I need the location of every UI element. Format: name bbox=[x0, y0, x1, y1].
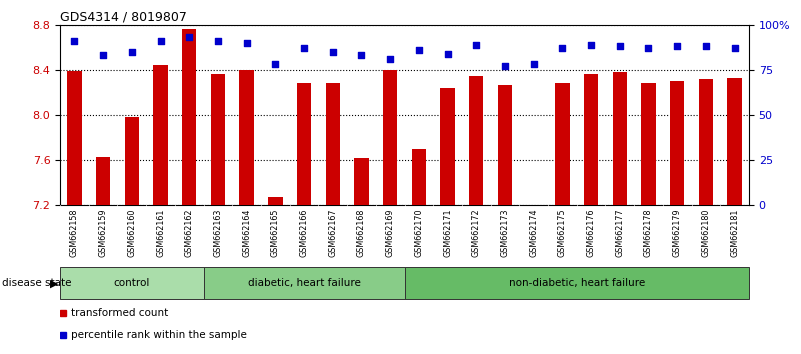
Text: GSM662162: GSM662162 bbox=[185, 209, 194, 257]
Text: ▶: ▶ bbox=[50, 278, 58, 288]
Bar bbox=[354, 158, 368, 205]
Text: GSM662174: GSM662174 bbox=[529, 209, 538, 257]
Point bbox=[355, 53, 368, 58]
Point bbox=[670, 44, 683, 49]
Point bbox=[614, 44, 626, 49]
Text: GSM662170: GSM662170 bbox=[414, 209, 424, 257]
Bar bbox=[698, 79, 713, 205]
Text: GSM662166: GSM662166 bbox=[300, 209, 308, 257]
Text: GSM662177: GSM662177 bbox=[615, 209, 624, 257]
Bar bbox=[153, 65, 167, 205]
Text: disease state: disease state bbox=[2, 278, 71, 288]
Bar bbox=[297, 84, 312, 205]
Point bbox=[384, 56, 396, 62]
Point bbox=[413, 47, 425, 53]
Point bbox=[126, 49, 139, 55]
Point bbox=[699, 44, 712, 49]
Text: non-diabetic, heart failure: non-diabetic, heart failure bbox=[509, 278, 645, 288]
Bar bbox=[497, 85, 512, 205]
Bar bbox=[325, 84, 340, 205]
Text: GSM662165: GSM662165 bbox=[271, 209, 280, 257]
Bar bbox=[67, 71, 82, 205]
Text: GSM662176: GSM662176 bbox=[586, 209, 596, 257]
Point bbox=[498, 63, 511, 69]
Text: transformed count: transformed count bbox=[71, 308, 169, 318]
Point bbox=[527, 62, 540, 67]
Point bbox=[642, 45, 655, 51]
Point bbox=[269, 62, 282, 67]
Text: GSM662179: GSM662179 bbox=[673, 209, 682, 257]
Bar bbox=[96, 157, 111, 205]
Text: GSM662158: GSM662158 bbox=[70, 209, 79, 257]
Text: GSM662164: GSM662164 bbox=[242, 209, 252, 257]
Point bbox=[326, 49, 339, 55]
Text: percentile rank within the sample: percentile rank within the sample bbox=[71, 330, 248, 341]
Bar bbox=[584, 74, 598, 205]
Point bbox=[211, 38, 224, 44]
Point bbox=[183, 35, 195, 40]
Bar bbox=[727, 78, 742, 205]
Bar bbox=[441, 88, 455, 205]
Point bbox=[97, 53, 110, 58]
Bar bbox=[383, 70, 397, 205]
Bar bbox=[412, 149, 426, 205]
Text: GSM662168: GSM662168 bbox=[357, 209, 366, 257]
Bar bbox=[182, 29, 196, 205]
Text: GSM662178: GSM662178 bbox=[644, 209, 653, 257]
Point bbox=[154, 38, 167, 44]
Text: GSM662159: GSM662159 bbox=[99, 209, 107, 257]
Point bbox=[298, 45, 311, 51]
Bar bbox=[405, 267, 749, 299]
Text: GSM662171: GSM662171 bbox=[443, 209, 452, 257]
Text: control: control bbox=[114, 278, 150, 288]
Bar bbox=[469, 75, 484, 205]
Text: GSM662180: GSM662180 bbox=[702, 209, 710, 257]
Text: GSM662172: GSM662172 bbox=[472, 209, 481, 257]
Bar bbox=[239, 70, 254, 205]
Text: GSM662160: GSM662160 bbox=[127, 209, 136, 257]
Bar bbox=[125, 117, 139, 205]
Bar bbox=[555, 84, 570, 205]
Point bbox=[556, 45, 569, 51]
Text: GSM662175: GSM662175 bbox=[557, 209, 567, 257]
Text: GSM662181: GSM662181 bbox=[730, 209, 739, 257]
Bar bbox=[642, 84, 656, 205]
Text: GDS4314 / 8019807: GDS4314 / 8019807 bbox=[60, 11, 187, 24]
Text: GSM662169: GSM662169 bbox=[385, 209, 395, 257]
Text: GSM662163: GSM662163 bbox=[213, 209, 223, 257]
Text: GSM662167: GSM662167 bbox=[328, 209, 337, 257]
Text: GSM662161: GSM662161 bbox=[156, 209, 165, 257]
Point bbox=[470, 42, 483, 47]
Bar bbox=[60, 267, 203, 299]
Bar bbox=[268, 198, 283, 205]
Point bbox=[441, 51, 454, 57]
Bar bbox=[670, 81, 684, 205]
Point bbox=[68, 38, 81, 44]
Bar bbox=[613, 72, 627, 205]
Bar bbox=[211, 74, 225, 205]
Point bbox=[728, 45, 741, 51]
Bar bbox=[203, 267, 405, 299]
Point bbox=[240, 40, 253, 46]
Text: GSM662173: GSM662173 bbox=[501, 209, 509, 257]
Point bbox=[585, 42, 598, 47]
Text: diabetic, heart failure: diabetic, heart failure bbox=[248, 278, 360, 288]
